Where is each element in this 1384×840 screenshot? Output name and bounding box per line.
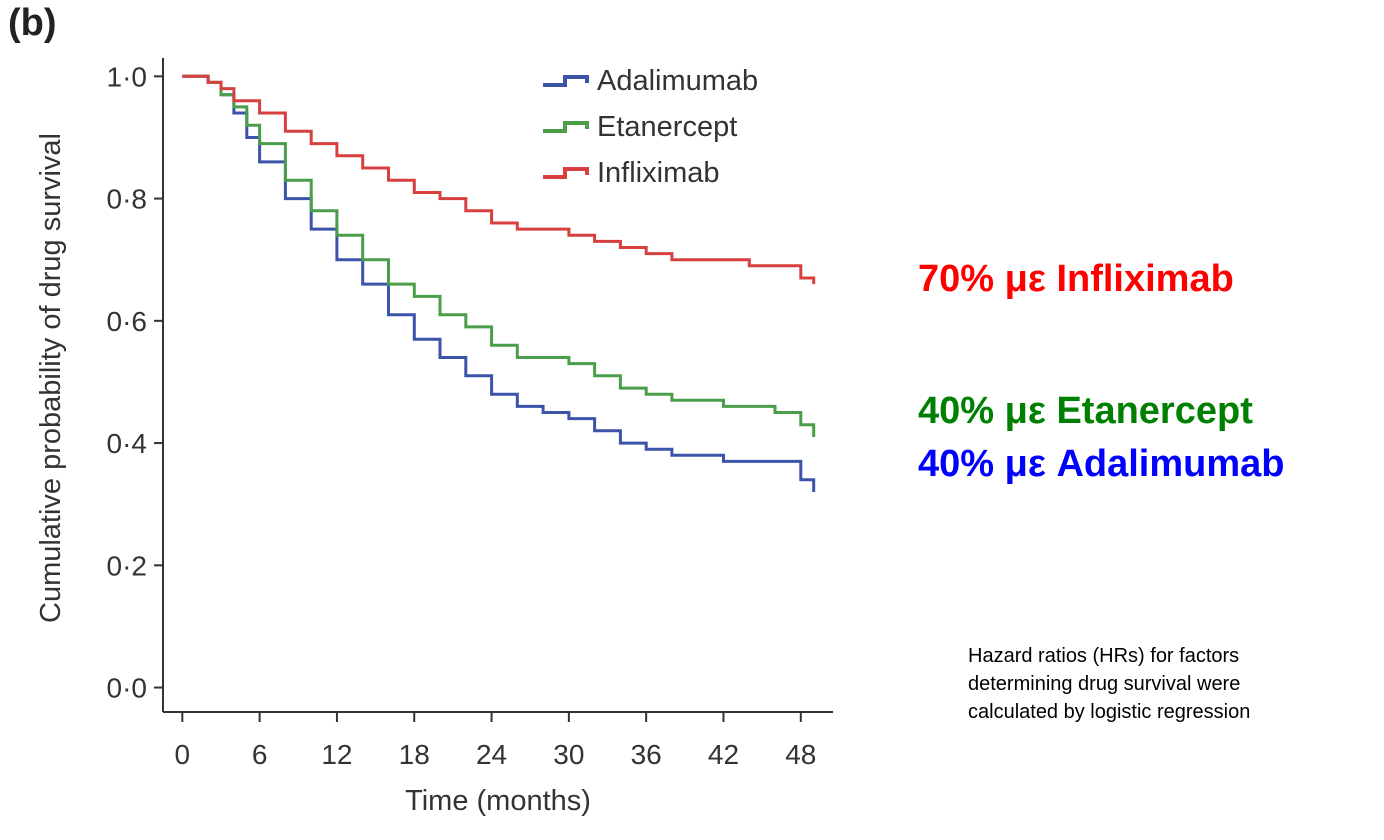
legend-label: Etanercept bbox=[597, 111, 737, 143]
footnote-line: determining drug survival were bbox=[968, 673, 1241, 695]
legend-label: Infliximab bbox=[597, 157, 720, 189]
legend-label: Adalimumab bbox=[597, 65, 758, 97]
y-axis-label: Cumulative probability of drug survival bbox=[35, 133, 67, 623]
legend-swatch bbox=[543, 75, 589, 87]
callout-adalimumab: 40% με Adalimumab bbox=[918, 443, 1285, 485]
series-line-adalimumab bbox=[182, 74, 816, 492]
x-tick-label: 42 bbox=[708, 739, 739, 770]
series-line-infliximab bbox=[182, 74, 816, 285]
legend-swatch bbox=[543, 167, 589, 179]
footnote: Hazard ratios (HRs) for factors determin… bbox=[968, 642, 1384, 726]
x-axis: 0 6 12 18 24 30 36 42 48 bbox=[163, 711, 833, 770]
y-axis: 0·0 0·2 0·4 0·6 0·8 1·0 bbox=[107, 58, 164, 712]
y-tick-label: 0·0 bbox=[107, 673, 147, 704]
x-tick-label: 48 bbox=[785, 739, 816, 770]
x-tick-label: 18 bbox=[399, 739, 430, 770]
series-line-etanercept bbox=[182, 74, 816, 437]
y-tick-label: 0·2 bbox=[107, 550, 147, 581]
y-tick-label: 0·6 bbox=[107, 306, 147, 337]
x-tick-label: 36 bbox=[631, 739, 662, 770]
legend: Adalimumab Etanercept Infliximab bbox=[543, 65, 758, 189]
x-tick-label: 30 bbox=[553, 739, 584, 770]
x-axis-label: Time (months) bbox=[405, 785, 591, 817]
y-tick-label: 0·4 bbox=[107, 428, 147, 459]
panel-label: (b) bbox=[8, 2, 57, 44]
x-tick-label: 6 bbox=[252, 739, 268, 770]
x-tick-label: 0 bbox=[175, 739, 191, 770]
series-layer bbox=[182, 74, 816, 492]
callout-etanercept: 40% με Etanercept bbox=[918, 390, 1253, 432]
footnote-line: Hazard ratios (HRs) for factors bbox=[968, 645, 1240, 667]
plot-area: 0·0 0·2 0·4 0·6 0·8 1·0 0 6 12 18 24 30 36 42 48 Adal… bbox=[107, 58, 833, 770]
km-survival-chart: 0·0 0·2 0·4 0·6 0·8 1·0 0 6 12 18 24 30 36 42 48 Adal… bbox=[35, 58, 833, 817]
y-tick-label: 1·0 bbox=[107, 61, 147, 92]
x-tick-label: 12 bbox=[321, 739, 352, 770]
y-tick-label: 0·8 bbox=[107, 184, 147, 215]
callout-infliximab: 70% με Infliximab bbox=[918, 258, 1234, 300]
footnote-line: calculated by logistic regression bbox=[968, 701, 1251, 723]
legend-swatch bbox=[543, 121, 589, 133]
x-tick-label: 24 bbox=[476, 739, 507, 770]
